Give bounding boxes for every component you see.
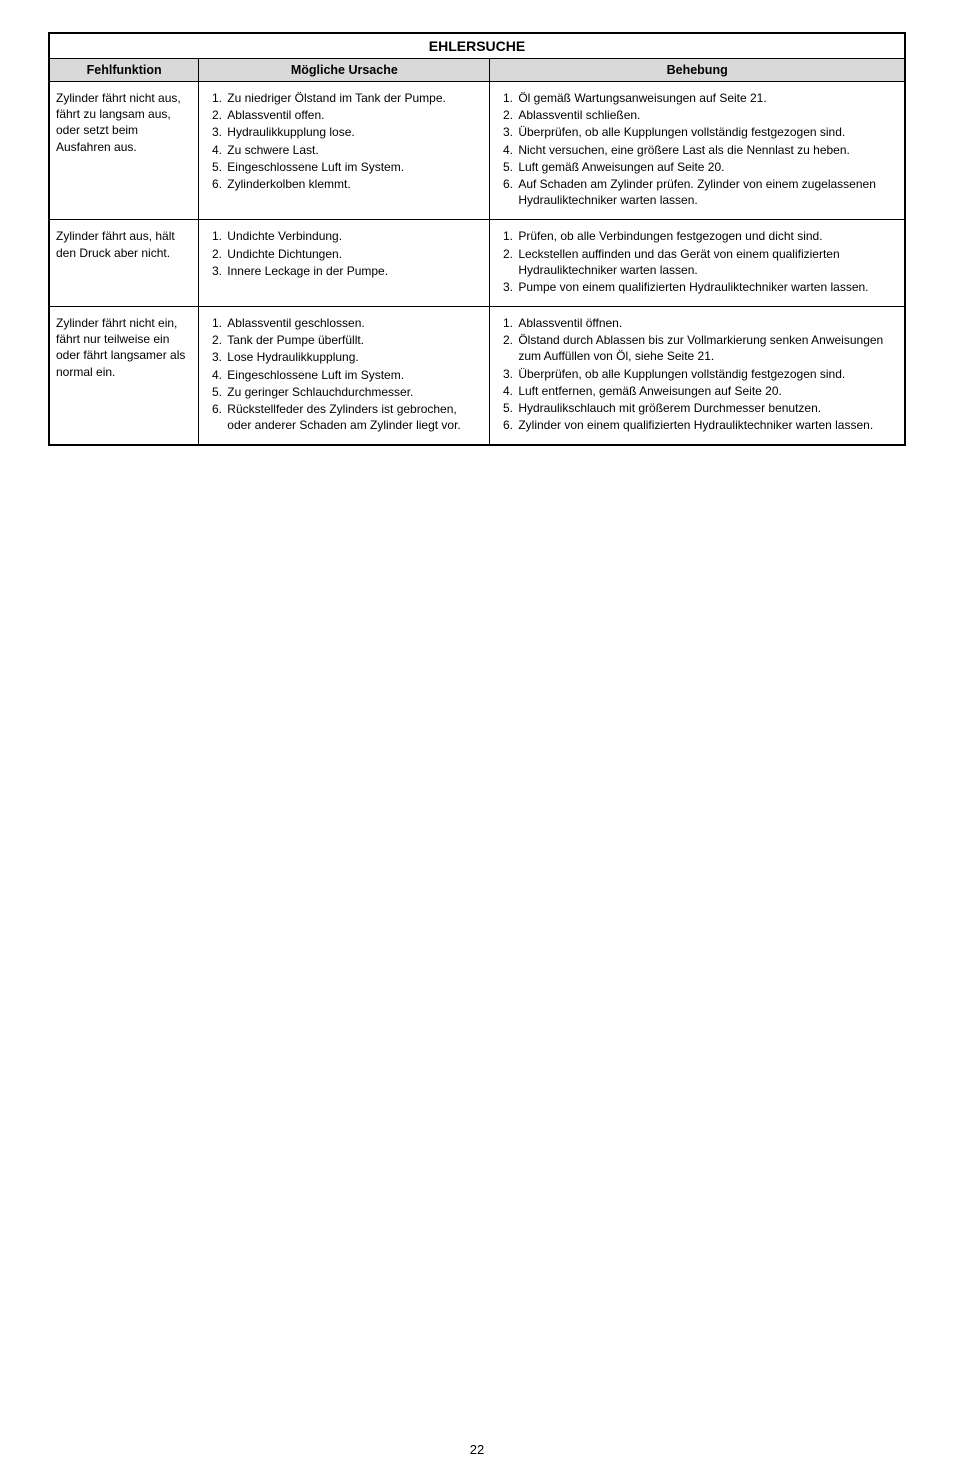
list-item: Lose Hydraulikkupplung. [225, 349, 481, 365]
list-item: Nicht versuchen, eine größere Last als d… [516, 142, 896, 158]
list-item: Überprüfen, ob alle Kupplungen vollständ… [516, 366, 896, 382]
list-item: Zu schwere Last. [225, 142, 481, 158]
list-item: Undichte Verbindung. [225, 228, 481, 244]
list-item: Leckstellen auffinden und das Gerät von … [516, 246, 896, 278]
page-container: EHLERSUCHE Fehlfunktion Mögliche Ursache… [0, 0, 954, 1475]
list-item: Auf Schaden am Zylinder prüfen. Zylinder… [516, 176, 896, 208]
fix-cell: Ablassventil öffnen. Ölstand durch Ablas… [490, 307, 905, 446]
list-item: Innere Leckage in der Pumpe. [225, 263, 481, 279]
list-item: Überprüfen, ob alle Kupplungen vollständ… [516, 124, 896, 140]
list-item: Luft gemäß Anweisungen auf Seite 20. [516, 159, 896, 175]
list-item: Ablassventil offen. [225, 107, 481, 123]
page-number: 22 [0, 1442, 954, 1457]
list-item: Öl gemäß Wartungsanweisungen auf Seite 2… [516, 90, 896, 106]
fault-cell: Zylinder fährt aus, hält den Druck aber … [49, 220, 199, 307]
list-item: Prüfen, ob alle Verbindungen festgezogen… [516, 228, 896, 244]
list-item: Zu niedriger Ölstand im Tank der Pumpe. [225, 90, 481, 106]
list-item: Rückstellfeder des Zylinders ist gebroch… [225, 401, 481, 433]
cause-list: Zu niedriger Ölstand im Tank der Pumpe. … [207, 90, 481, 192]
table-row: Zylinder fährt nicht ein, fährt nur teil… [49, 307, 905, 446]
table-title: EHLERSUCHE [49, 33, 905, 59]
list-item: Zylinderkolben klemmt. [225, 176, 481, 192]
list-item: Hydraulikkupplung lose. [225, 124, 481, 140]
cause-list: Undichte Verbindung. Undichte Dichtungen… [207, 228, 481, 279]
header-fix: Behebung [490, 59, 905, 82]
list-item: Undichte Dichtungen. [225, 246, 481, 262]
header-cause: Mögliche Ursache [199, 59, 490, 82]
list-item: Ablassventil geschlossen. [225, 315, 481, 331]
list-item: Pumpe von einem qualifizierten Hydraulik… [516, 279, 896, 295]
list-item: Hydraulikschlauch mit größerem Durchmess… [516, 400, 896, 416]
list-item: Tank der Pumpe überfüllt. [225, 332, 481, 348]
fix-cell: Öl gemäß Wartungsanweisungen auf Seite 2… [490, 82, 905, 220]
fault-cell: Zylinder fährt nicht aus, fährt zu langs… [49, 82, 199, 220]
cause-list: Ablassventil geschlossen. Tank der Pumpe… [207, 315, 481, 433]
cause-cell: Undichte Verbindung. Undichte Dichtungen… [199, 220, 490, 307]
fault-cell: Zylinder fährt nicht ein, fährt nur teil… [49, 307, 199, 446]
title-row: EHLERSUCHE [49, 33, 905, 59]
list-item: Zu geringer Schlauchdurchmesser. [225, 384, 481, 400]
troubleshooting-table: EHLERSUCHE Fehlfunktion Mögliche Ursache… [48, 32, 906, 446]
fix-cell: Prüfen, ob alle Verbindungen festgezogen… [490, 220, 905, 307]
list-item: Ölstand durch Ablassen bis zur Vollmarki… [516, 332, 896, 364]
fix-list: Ablassventil öffnen. Ölstand durch Ablas… [498, 315, 896, 433]
header-row: Fehlfunktion Mögliche Ursache Behebung [49, 59, 905, 82]
cause-cell: Ablassventil geschlossen. Tank der Pumpe… [199, 307, 490, 446]
list-item: Luft entfernen, gemäß Anweisungen auf Se… [516, 383, 896, 399]
list-item: Eingeschlossene Luft im System. [225, 159, 481, 175]
cause-cell: Zu niedriger Ölstand im Tank der Pumpe. … [199, 82, 490, 220]
list-item: Eingeschlossene Luft im System. [225, 367, 481, 383]
table-row: Zylinder fährt aus, hält den Druck aber … [49, 220, 905, 307]
list-item: Ablassventil öffnen. [516, 315, 896, 331]
fix-list: Öl gemäß Wartungsanweisungen auf Seite 2… [498, 90, 896, 208]
fix-list: Prüfen, ob alle Verbindungen festgezogen… [498, 228, 896, 295]
list-item: Ablassventil schließen. [516, 107, 896, 123]
table-row: Zylinder fährt nicht aus, fährt zu langs… [49, 82, 905, 220]
header-fault: Fehlfunktion [49, 59, 199, 82]
list-item: Zylinder von einem qualifizierten Hydrau… [516, 417, 896, 433]
